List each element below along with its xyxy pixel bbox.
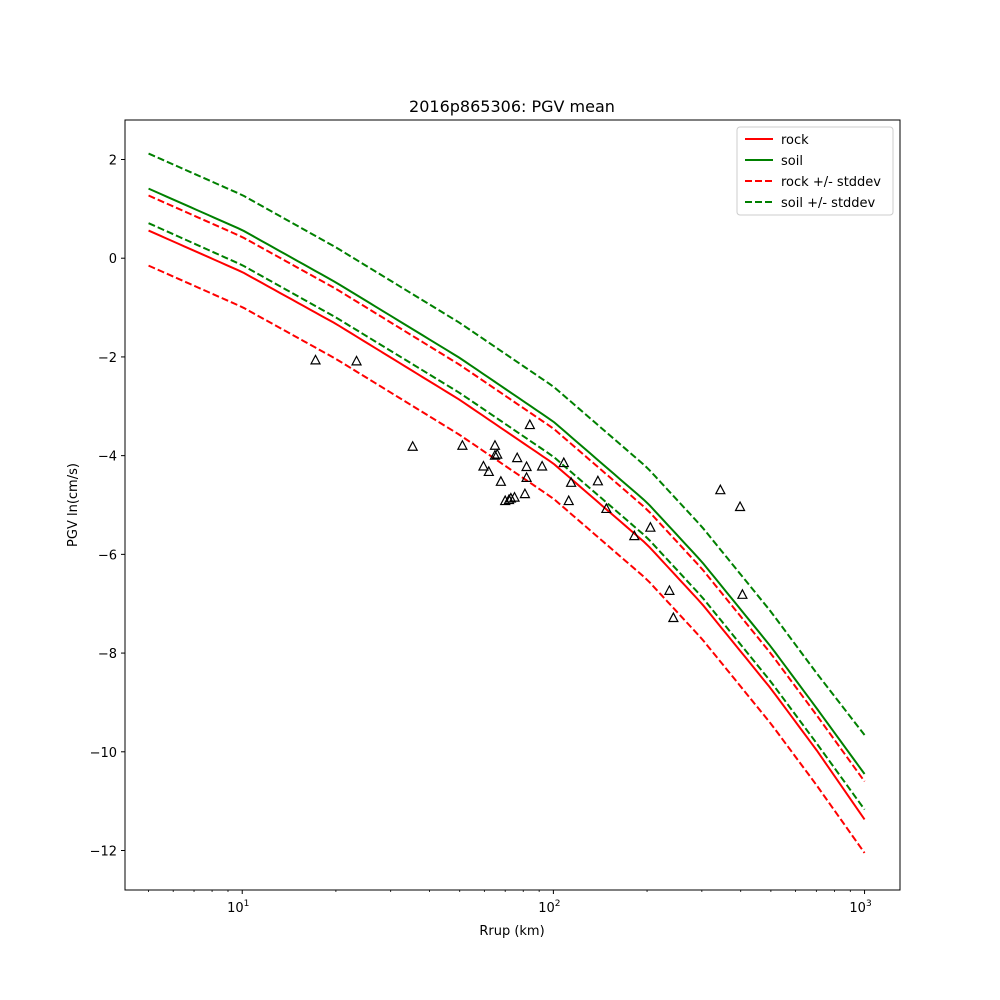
observation-triangle-marker (600, 502, 612, 514)
plot-frame (124, 119, 901, 891)
y-axis-ticks: 2 0 −2 −4 −6 −8 −10 −12 (90, 153, 125, 860)
legend: rock soil rock +/- stddev soil +/- stddev (736, 126, 894, 216)
y-tick-label: −4 (98, 450, 117, 465)
series-soil-stddev-dashed-line (148, 152, 866, 736)
series-soil-line (148, 187, 866, 775)
observation-triangle-marker (714, 483, 726, 495)
observation-triangle-marker (477, 460, 489, 471)
x-tick-label: 102 (538, 899, 560, 916)
x-axis-label: Rrup (km) (479, 924, 544, 939)
observation-triangle-marker (663, 584, 675, 595)
x-tick-label-exponent: 2 (555, 899, 561, 909)
x-axis-ticks: 101 102 103 (148, 890, 872, 916)
series-rock-stddev-dashed-line (148, 264, 866, 854)
observation-triangle-marker (667, 611, 679, 623)
observation-triangle-marker (734, 500, 746, 512)
observation-triangle-marker (495, 475, 507, 486)
observation-triangle-marker (310, 354, 322, 365)
y-tick-label: −6 (98, 548, 117, 563)
observation-triangle-marker (644, 521, 656, 532)
x-tick-label-base: 10 (849, 901, 866, 916)
series-rock-stddev-dashed-line (148, 194, 866, 782)
y-tick-label: −8 (98, 647, 117, 662)
observation-triangle-marker (505, 492, 517, 503)
y-tick-label: 2 (109, 153, 117, 168)
legend-box (736, 126, 894, 216)
x-tick-label-exponent: 1 (244, 899, 250, 909)
legend-label: soil (781, 154, 803, 169)
legend-label: rock +/- stddev (781, 175, 881, 190)
observation-triangle-marker (628, 529, 640, 541)
x-tick-label: 101 (227, 899, 249, 916)
legend-label: soil +/- stddev (781, 196, 876, 211)
x-tick-label-base: 10 (538, 901, 555, 916)
observation-triangle-marker (521, 471, 533, 482)
observation-triangle-marker (592, 475, 604, 486)
x-tick-label: 103 (849, 899, 871, 916)
observation-triangle-marker (456, 439, 468, 450)
observation-triangle-marker (511, 451, 523, 463)
observation-triangle-marker (489, 439, 501, 450)
observation-triangle-marker (521, 460, 533, 472)
legend-label: rock (781, 133, 809, 148)
y-tick-label: −12 (90, 845, 117, 860)
observation-triangle-marker (491, 448, 503, 459)
observation-triangle-marker (558, 456, 570, 468)
observation-triangle-marker (563, 494, 575, 506)
observation-triangle-marker (483, 465, 495, 477)
x-tick-label-exponent: 3 (866, 899, 872, 909)
observation-triangle-marker (736, 588, 748, 599)
y-tick-label: 0 (109, 252, 117, 267)
chart-title: 2016p865306: PGV mean (409, 97, 615, 116)
observation-triangle-marker (524, 418, 536, 430)
observation-triangle-marker (565, 476, 577, 487)
x-tick-label-base: 10 (227, 901, 244, 916)
y-tick-label: −2 (98, 351, 117, 366)
y-tick-label: −10 (90, 746, 117, 761)
series-rock-line (148, 229, 866, 820)
observation-triangle-marker (519, 487, 531, 499)
plot-area (148, 152, 866, 854)
y-axis-label: PGV ln(cm/s) (66, 463, 81, 547)
observation-triangle-marker (351, 355, 363, 366)
observation-triangle-marker (536, 460, 548, 471)
observation-triangle-marker (407, 440, 419, 451)
observation-triangle-marker (489, 449, 501, 460)
series-soil-stddev-dashed-line (148, 222, 866, 811)
observation-triangle-marker (509, 491, 521, 502)
